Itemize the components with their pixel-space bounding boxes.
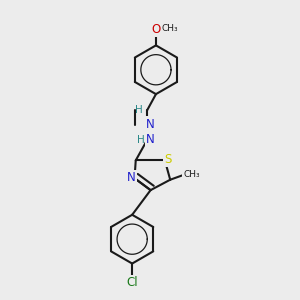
Text: H: H xyxy=(137,135,145,145)
Text: Cl: Cl xyxy=(126,276,138,290)
Text: CH₃: CH₃ xyxy=(162,24,178,33)
Text: O: O xyxy=(168,24,176,34)
Text: N: N xyxy=(127,171,136,184)
Text: CH₃: CH₃ xyxy=(183,170,200,179)
Text: S: S xyxy=(165,153,172,166)
Text: O: O xyxy=(151,22,160,35)
Text: N: N xyxy=(146,118,155,130)
Text: O: O xyxy=(151,22,160,35)
Text: H: H xyxy=(135,105,142,115)
Text: N: N xyxy=(146,133,155,146)
